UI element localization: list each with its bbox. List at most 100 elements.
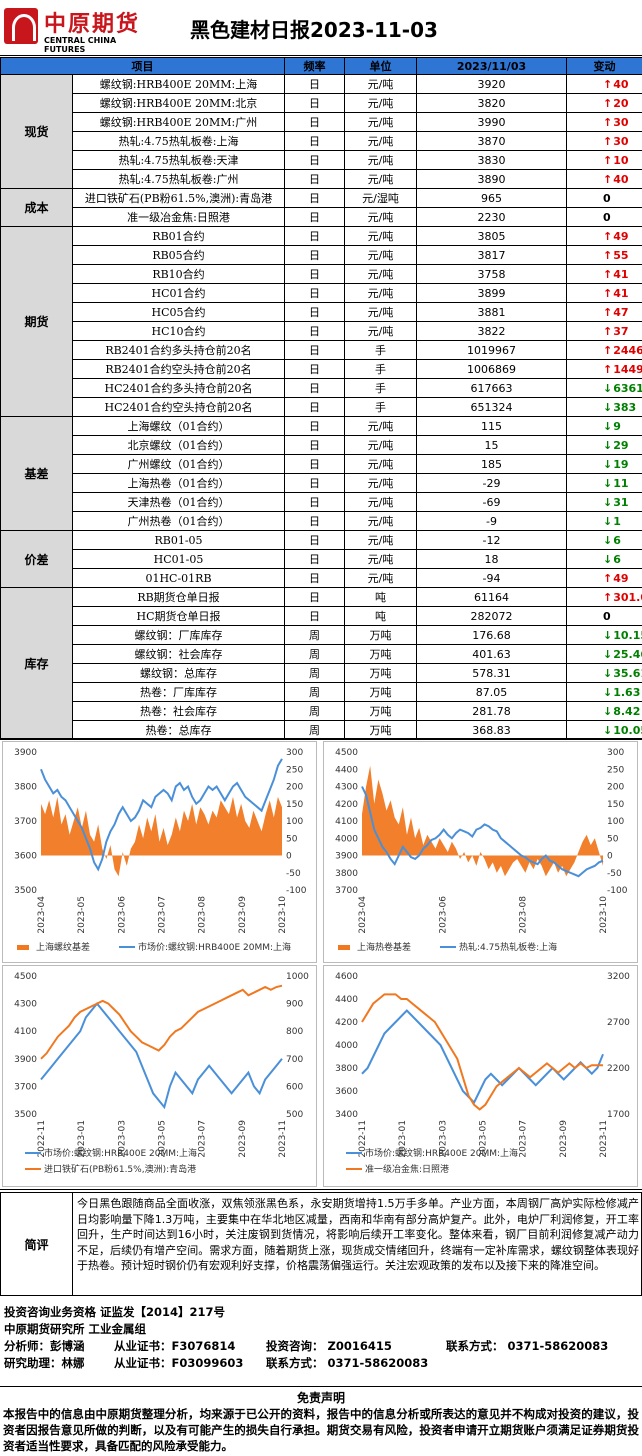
value-cell: -29 — [416, 473, 567, 493]
y-left-tick-label: 3400 — [335, 1110, 358, 1120]
y-left-tick-label: 3800 — [335, 1064, 358, 1074]
analyst-license: 从业证书：F3076814 — [114, 1339, 236, 1353]
change-value: 41 — [613, 267, 629, 281]
frequency-cell: 周 — [284, 682, 345, 702]
series-area — [41, 796, 282, 877]
y-right-tick-label: 500 — [286, 1110, 303, 1120]
table-row: 热卷：社会库存周万吨 281.78 ↓8.42 — [1, 701, 642, 721]
arrow-up-icon: ↑ — [603, 286, 613, 300]
frequency-cell: 日 — [284, 511, 345, 531]
y-left-tick-label: 4500 — [335, 748, 358, 758]
change-cell: ↓35.61 — [566, 663, 642, 683]
analyst-line: 分析师：彭博涵 从业证书：F3076814 投资咨询： Z0016415 联系方… — [4, 1338, 638, 1355]
item-cell: HC2401合约多头持仓前20名 — [72, 378, 285, 398]
change-cell: ↑49 — [566, 226, 642, 246]
table-row: 准一级冶金焦:日照港日元/吨 2230 0 — [1, 207, 642, 227]
item-cell: 天津热卷（01合约） — [72, 492, 285, 512]
arrow-up-icon: ↑ — [603, 305, 613, 319]
item-cell: RB期货仓单日报 — [72, 587, 285, 607]
unit-cell: 元/吨 — [344, 264, 417, 284]
unit-cell: 元/吨 — [344, 549, 417, 569]
y-left-tick-label: 3600 — [14, 852, 37, 862]
change-value: 40 — [613, 77, 629, 91]
series-line — [40, 1002, 283, 1110]
y-right-tick-label: -100 — [286, 886, 307, 896]
table-row: 现货 螺纹钢:HRB400E 20MM:上海日元/吨 3920 ↑40 — [0, 74, 642, 189]
unit-cell: 万吨 — [344, 682, 417, 702]
charts-section: 3500 3600 3700 3800 3900 -100 -50 0 50 100 150 200 2… — [0, 738, 642, 1190]
qualification-line: 投资咨询业务资格 证监发【2014】217号 — [4, 1304, 638, 1321]
item-cell: 进口铁矿石(PB粉61.5%,澳洲):青岛港 — [72, 188, 285, 208]
value-cell: 3870 — [416, 131, 567, 151]
x-tick-label: 2023-11 — [278, 1120, 288, 1158]
table-row: 基差 上海螺纹（01合约）日元/吨 115 ↓9 — [0, 416, 642, 531]
item-cell: HC05合约 — [72, 302, 285, 322]
unit-cell: 万吨 — [344, 663, 417, 683]
frequency-cell: 日 — [284, 321, 345, 341]
frequency-cell: 日 — [284, 397, 345, 417]
unit-cell: 吨 — [344, 587, 417, 607]
change-cell: ↓6 — [566, 530, 642, 550]
chart-rebar-vs-coke: 3400 3600 3800 4000 4200 4400 4600 1700 2200 2700… — [323, 965, 638, 1187]
arrow-down-icon: ↓ — [603, 628, 613, 642]
x-tick-label: 2023-08 — [519, 896, 529, 934]
change-cell: ↑41 — [566, 283, 642, 303]
frequency-cell: 日 — [284, 93, 345, 113]
assistant-contact: 联系方式： 0371-58620083 — [266, 1356, 429, 1370]
change-cell: ↑37 — [566, 321, 642, 341]
table-row: 广州热卷（01合约）日元/吨 -9 ↓1 — [1, 511, 642, 531]
arrow-down-icon: ↓ — [603, 647, 613, 661]
unit-cell: 元/吨 — [344, 530, 417, 550]
item-cell: 热轧:4.75热轧板卷:上海 — [72, 131, 285, 151]
logo-english-name: CENTRAL CHINA FUTURES — [44, 36, 117, 54]
y-left-tick-label: 4000 — [335, 1041, 358, 1051]
frequency-cell: 日 — [284, 606, 345, 626]
x-tick-label: 2023-01 — [398, 1120, 408, 1158]
y-right-tick-label: -50 — [607, 869, 622, 879]
disclaimer-title: 免责声明 — [296, 1391, 345, 1405]
value-cell: 3830 — [416, 150, 567, 170]
x-tick-label: 2023-11 — [599, 1120, 609, 1158]
arrow-down-icon: ↓ — [603, 666, 613, 680]
price-data-table: 项目 频率 单位 2023/11/03 变动 现货 螺纹钢:HRB400E 20M… — [0, 57, 642, 740]
y-left-tick-label: 3700 — [335, 886, 358, 896]
item-cell: 热卷：总库存 — [72, 720, 285, 740]
change-cell: ↑14498 — [566, 359, 642, 379]
commentary-section: 简评 今日黑色跟随商品全面收涨，双焦领涨黑色系，永安期货增持1.5万手多单。产业… — [0, 1192, 642, 1296]
report-title: 黑色建材日报2023-11-03 — [190, 18, 438, 42]
y-right-tick-label: 200 — [607, 783, 624, 793]
unit-cell: 手 — [344, 359, 417, 379]
item-cell: 上海螺纹（01合约） — [72, 416, 285, 436]
change-value: 301.00 — [613, 590, 641, 604]
x-tick-label: 2023-08 — [198, 896, 208, 934]
unit-cell: 元/吨 — [344, 302, 417, 322]
y-left-tick-label: 3900 — [14, 748, 37, 758]
arrow-up-icon: ↑ — [603, 134, 613, 148]
table-row: RB10合约日元/吨 3758 ↑41 — [1, 264, 642, 284]
change-cell: ↑10 — [566, 150, 642, 170]
arrow-up-icon: ↑ — [603, 229, 613, 243]
y-left-tick-label: 4100 — [14, 1027, 37, 1037]
value-cell: 3899 — [416, 283, 567, 303]
series-line — [361, 786, 604, 878]
item-cell: HC期货仓单日报 — [72, 606, 285, 626]
frequency-cell: 日 — [284, 549, 345, 569]
series-line — [361, 1009, 604, 1105]
department-text: 中原期货研究所 工业金属组 — [4, 1322, 147, 1336]
unit-cell: 元/吨 — [344, 435, 417, 455]
unit-cell: 元/吨 — [344, 473, 417, 493]
y-left-tick-label: 4500 — [14, 972, 37, 982]
legend-label: 市场价:螺纹钢:HRB400E 20MM:上海 — [138, 941, 291, 953]
arrow-up-icon: ↑ — [603, 153, 613, 167]
frequency-cell: 周 — [284, 625, 345, 645]
arrow-down-icon: ↓ — [603, 476, 613, 490]
table-row: 01HC-01RB 日元/吨 -94 ↑49 — [1, 568, 642, 588]
chart-rebar-vs-iron-ore: 3500 3700 3900 4100 4300 4500 500 600 700 800 900 1… — [2, 965, 317, 1187]
x-tick-label: 2022-11 — [358, 1120, 368, 1158]
qualification-text: 投资咨询业务资格 证监发【2014】217号 — [4, 1305, 226, 1319]
category-cell: 期货 — [0, 226, 73, 417]
item-cell: 螺纹钢：社会库存 — [72, 644, 285, 664]
change-value: 55 — [613, 248, 629, 262]
arrow-up-icon: ↑ — [603, 77, 613, 91]
